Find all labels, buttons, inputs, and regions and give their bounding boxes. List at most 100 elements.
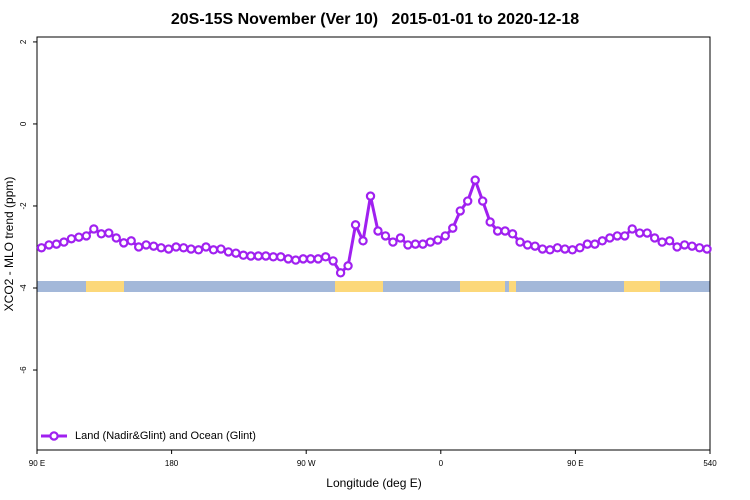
data-point	[328, 256, 338, 266]
data-point	[679, 240, 690, 250]
land-segment	[460, 281, 505, 292]
data-point	[74, 232, 84, 242]
y-axis-label: XCO2 - MLO trend (ppm)	[2, 177, 16, 312]
data-point	[477, 196, 488, 206]
data-point	[126, 236, 136, 246]
data-point	[141, 240, 151, 250]
x-tick-label: 180	[165, 459, 179, 468]
data-point	[425, 237, 436, 247]
data-point	[231, 248, 241, 258]
data-point	[193, 245, 204, 255]
data-point	[560, 244, 570, 254]
data-point	[246, 251, 256, 261]
data-point	[238, 250, 249, 260]
data-point	[283, 254, 293, 264]
data-point	[343, 261, 353, 271]
data-point	[358, 236, 368, 246]
data-point	[635, 228, 645, 238]
x-tick-label: 0	[439, 459, 444, 468]
land-segment	[624, 281, 660, 292]
data-point	[522, 240, 533, 250]
data-point	[672, 242, 682, 252]
data-point	[119, 238, 129, 248]
data-point	[455, 206, 465, 216]
data-point	[44, 240, 54, 250]
data-point	[156, 243, 166, 253]
data-point	[66, 234, 77, 244]
data-point	[582, 239, 593, 249]
data-point	[89, 224, 99, 234]
land-segment	[335, 281, 383, 292]
data-point	[365, 191, 376, 201]
data-point	[51, 239, 62, 249]
data-point	[620, 231, 630, 241]
data-point	[575, 243, 585, 253]
data-point	[597, 236, 608, 246]
data-point	[81, 231, 92, 241]
data-point	[178, 243, 189, 253]
data-point	[605, 233, 615, 243]
data-point	[485, 217, 495, 227]
land-segment	[86, 281, 124, 292]
surface-strip	[37, 281, 710, 292]
x-tick-label: 90 E	[29, 459, 45, 468]
x-axis-label: Longitude (deg E)	[326, 476, 421, 490]
data-point	[612, 231, 622, 241]
data-point	[313, 254, 323, 264]
y-tick-label: -2	[19, 202, 28, 210]
data-point	[418, 239, 428, 249]
x-tick-label: 540	[703, 459, 717, 468]
x-tick-label: 90 W	[297, 459, 316, 468]
legend-label: Land (Nadir&Glint) and Ocean (Glint)	[75, 430, 256, 442]
data-point	[350, 220, 361, 230]
data-point	[627, 224, 637, 234]
data-point	[253, 251, 264, 261]
land-segment	[509, 281, 516, 292]
data-point	[261, 251, 271, 261]
data-point	[380, 231, 391, 241]
data-point	[642, 228, 652, 238]
data-point	[186, 244, 196, 254]
data-point	[171, 242, 181, 252]
data-point	[410, 239, 421, 249]
data-point	[335, 268, 346, 278]
data-point	[552, 243, 563, 253]
data-point	[320, 252, 331, 262]
data-point	[515, 237, 525, 247]
data-point	[59, 237, 69, 247]
data-point	[545, 245, 555, 255]
data-point	[96, 229, 107, 239]
data-point	[111, 233, 121, 243]
data-point	[702, 244, 712, 254]
data-point	[440, 231, 450, 241]
data-point	[657, 237, 667, 247]
data-point	[403, 240, 413, 250]
data-point	[388, 237, 398, 247]
data-point	[298, 254, 308, 264]
data-point	[463, 196, 473, 206]
y-tick-label: 2	[19, 39, 28, 44]
data-point	[133, 242, 144, 252]
y-tick-label: -6	[19, 366, 28, 374]
data-point	[530, 241, 540, 251]
y-tick-label: 0	[19, 121, 28, 126]
data-point	[664, 236, 675, 246]
data-point	[163, 244, 174, 254]
data-point	[268, 252, 278, 262]
data-point	[223, 247, 234, 257]
data-point	[537, 244, 548, 254]
data-point	[687, 241, 697, 251]
legend-marker	[49, 431, 59, 441]
data-point	[470, 175, 480, 185]
data-point	[208, 245, 219, 255]
data-point	[500, 226, 510, 236]
chart-title: 20S-15S November (Ver 10) 2015-01-01 to …	[171, 11, 579, 28]
data-point	[373, 226, 383, 236]
data-point	[305, 254, 316, 264]
data-point	[590, 239, 600, 249]
data-point	[216, 244, 226, 254]
data-point	[36, 243, 47, 253]
data-point	[694, 243, 705, 253]
data-point	[104, 228, 114, 238]
